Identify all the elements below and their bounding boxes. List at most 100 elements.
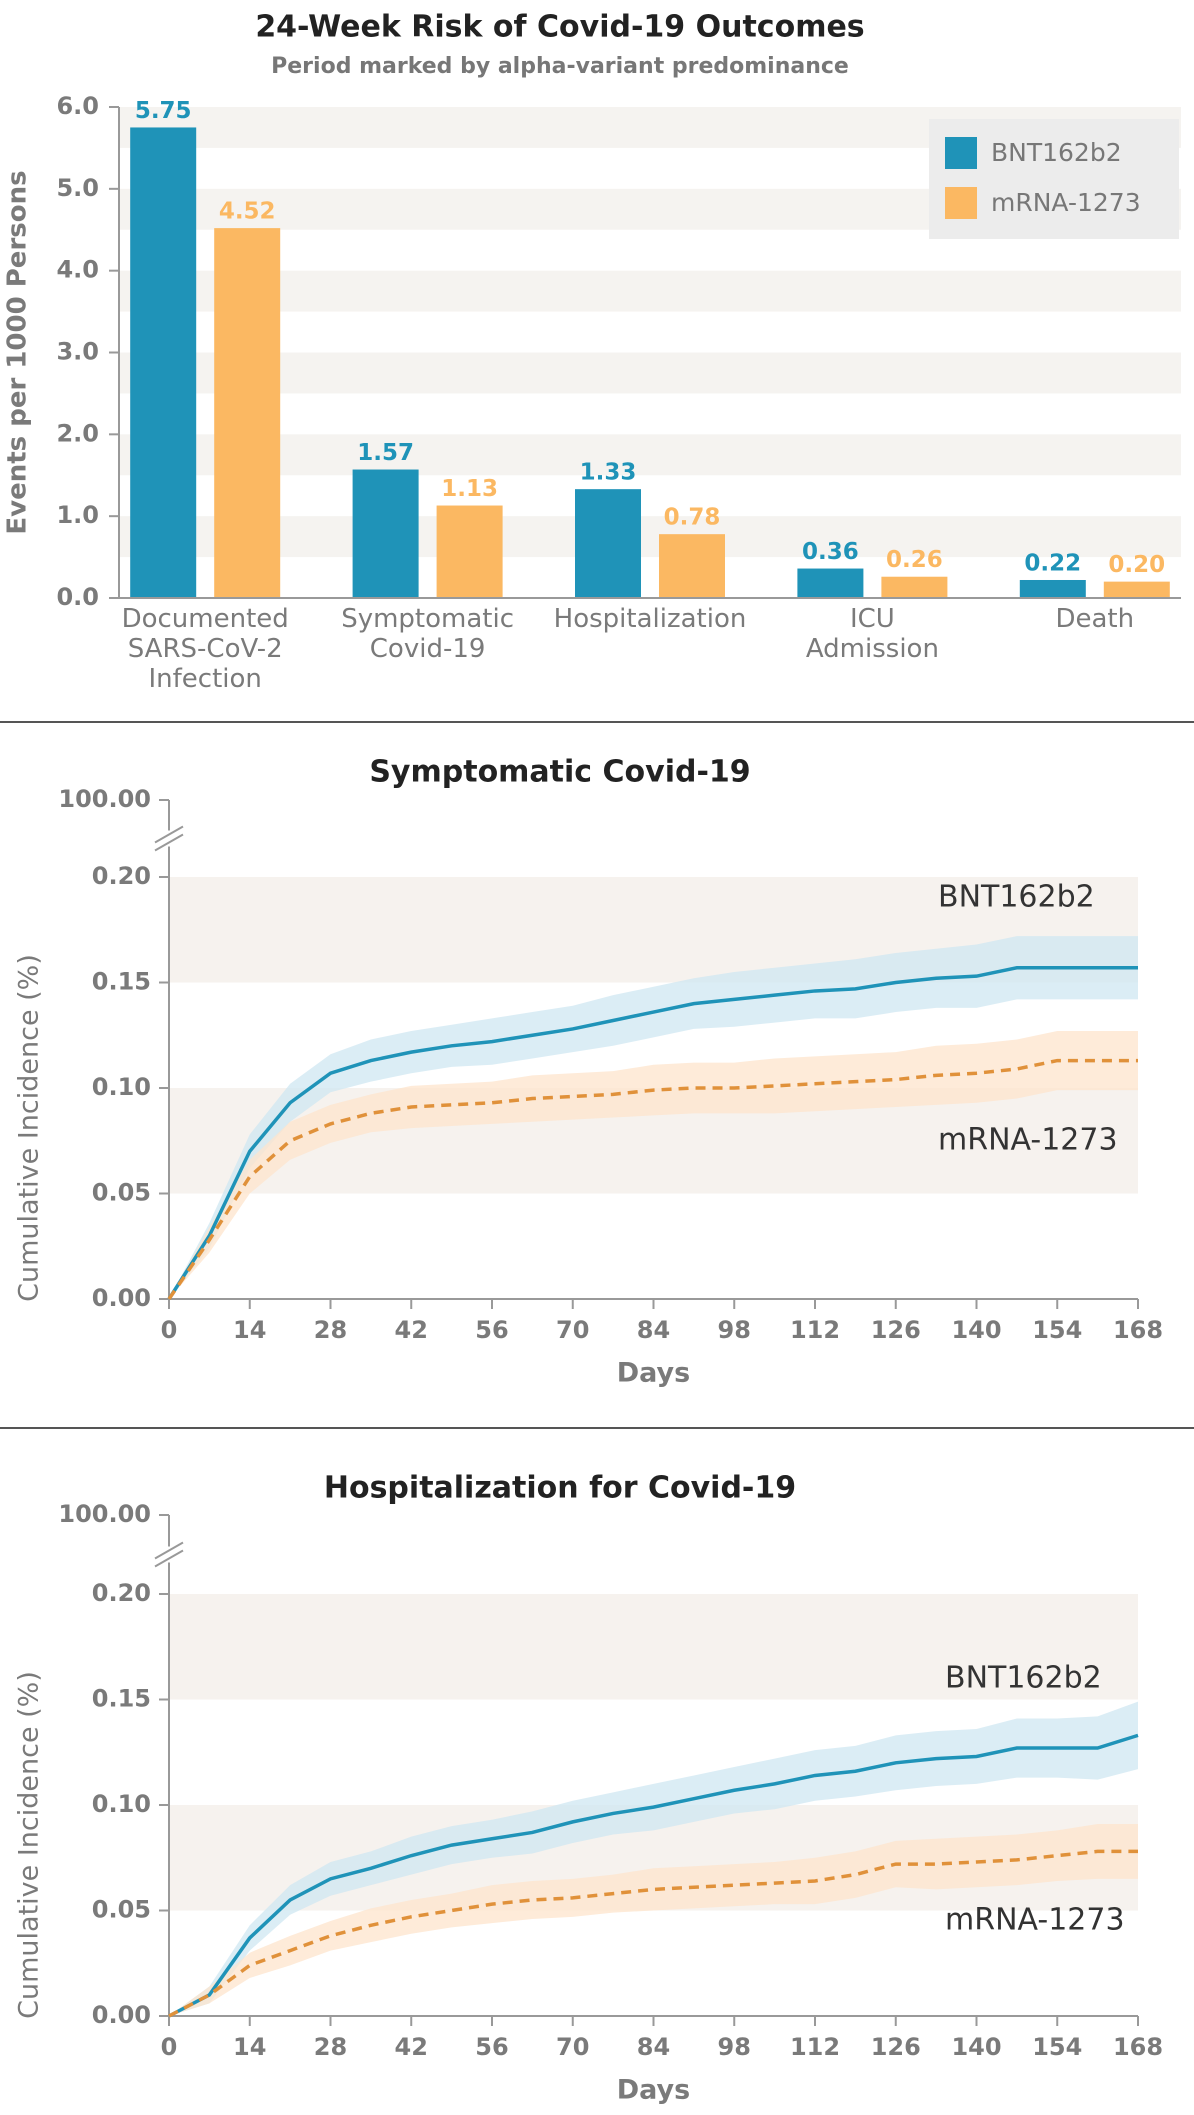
y-tick-label: 0.10	[92, 1073, 151, 1101]
value-label: 0.26	[886, 547, 943, 573]
x-tick-label: 14	[233, 2033, 266, 2061]
y-tick-label: 0.20	[92, 862, 151, 890]
value-label: 0.78	[664, 505, 721, 531]
bar	[214, 228, 281, 598]
x-tick-label: 112	[790, 1316, 840, 1344]
bar	[659, 534, 725, 598]
x-tick-label: 112	[790, 2033, 840, 2061]
x-tick-label: 98	[718, 1316, 751, 1344]
x-tick-label: Death	[1055, 604, 1135, 634]
x-tick-label: 28	[314, 2033, 347, 2061]
x-tick-label: 126	[871, 2033, 921, 2061]
y-tick-label: 100.00	[58, 785, 151, 813]
series-line	[167, 965, 1138, 1300]
y-tick-label: 0.15	[92, 968, 151, 996]
series-line	[168, 1733, 1139, 2018]
x-tick-label: 42	[395, 1316, 428, 1344]
value-label: 0.36	[802, 539, 859, 565]
series-line	[168, 1849, 1138, 2018]
x-axis-label: Days	[617, 1358, 690, 1389]
x-tick-label: 140	[951, 2033, 1001, 2061]
value-label: 4.52	[219, 199, 276, 225]
y-tick-label: 6.0	[56, 92, 99, 120]
bar	[436, 505, 503, 598]
x-tick-label: 84	[637, 1316, 670, 1344]
axis-break	[154, 833, 184, 852]
chart-subtitle: Period marked by alpha-variant predomina…	[271, 54, 849, 79]
grid-band	[119, 434, 1181, 476]
bar	[575, 489, 641, 598]
y-tick-label: 0.00	[92, 1284, 151, 1312]
confidence-band	[169, 1031, 1138, 1299]
chart-title: Symptomatic Covid-19	[369, 755, 750, 790]
x-tick-label: 154	[1032, 1316, 1082, 1344]
bar	[352, 469, 419, 598]
confidence-band	[169, 936, 1138, 1299]
chart-title: Hospitalization for Covid-19	[324, 1471, 796, 1506]
confidence-band	[169, 1701, 1138, 2016]
legend-swatch	[945, 137, 977, 169]
value-label: 0.20	[1108, 552, 1165, 578]
legend-swatch	[945, 187, 977, 219]
grid-band	[119, 516, 1181, 558]
x-tick-label: 0	[161, 2033, 178, 2061]
axis-break	[154, 1549, 184, 1568]
y-tick-label: 4.0	[56, 256, 99, 284]
legend-label: BNT162b2	[991, 138, 1122, 167]
y-tick-label: 2.0	[56, 419, 99, 447]
x-tick-label: 70	[556, 2033, 589, 2061]
value-label: 1.13	[441, 476, 498, 502]
bar	[881, 576, 948, 598]
legend-label: mRNA-1273	[991, 188, 1141, 217]
y-tick-label: 1.0	[56, 501, 99, 529]
series-label: mRNA-1273	[938, 1123, 1118, 1158]
x-tick-label: 56	[475, 2033, 508, 2061]
x-tick-label: 14	[233, 1316, 266, 1344]
grid-band	[119, 270, 1181, 312]
y-tick-label: 0.05	[92, 1896, 151, 1924]
x-tick-label: 98	[718, 2033, 751, 2061]
axis-break	[154, 1541, 184, 1560]
confidence-band	[169, 1823, 1138, 2016]
x-tick-label: 0	[161, 1316, 178, 1344]
x-tick-label: 42	[395, 2033, 428, 2061]
series-label: BNT162b2	[945, 1661, 1102, 1696]
x-tick-label: 70	[556, 1316, 589, 1344]
chart-title: 24-Week Risk of Covid-19 Outcomes	[255, 10, 864, 45]
x-tick-label: Documented SARS-CoV-2 Infection	[121, 604, 289, 694]
x-tick-label: 56	[475, 1316, 508, 1344]
grid-band	[169, 1594, 1138, 1700]
x-tick-label: Symptomatic Covid-19	[341, 604, 514, 664]
x-tick-label: 84	[637, 2033, 670, 2061]
x-tick-label: 140	[951, 1316, 1001, 1344]
y-tick-label: 0.05	[92, 1179, 151, 1207]
grid-band	[119, 352, 1181, 394]
y-tick-label: 0.15	[92, 1685, 151, 1713]
value-label: 0.22	[1024, 550, 1081, 576]
y-axis-label: Events per 1000 Persons	[3, 170, 33, 534]
series-line	[167, 1058, 1138, 1300]
series-label: mRNA-1273	[945, 1903, 1125, 1938]
axis-break	[154, 825, 184, 844]
y-tick-label: 0.0	[56, 583, 99, 611]
bar	[797, 568, 864, 598]
x-axis-label: Days	[617, 2075, 690, 2106]
y-tick-label: 5.0	[56, 174, 99, 202]
series-label: BNT162b2	[938, 880, 1095, 915]
y-axis-label: Cumulative Incidence (%)	[14, 954, 45, 1302]
x-tick-label: 168	[1113, 2033, 1163, 2061]
y-tick-label: 100.00	[58, 1500, 151, 1528]
x-tick-label: Hospitalization	[553, 604, 747, 634]
value-label: 1.33	[580, 460, 637, 486]
bar	[130, 127, 197, 598]
y-tick-label: 3.0	[56, 338, 99, 366]
value-label: 1.57	[357, 440, 414, 466]
x-tick-label: ICU Admission	[805, 604, 939, 664]
bar	[1019, 579, 1086, 598]
x-tick-label: 126	[871, 1316, 921, 1344]
y-tick-label: 0.20	[92, 1579, 151, 1607]
x-tick-label: 168	[1113, 1316, 1163, 1344]
y-tick-label: 0.00	[92, 2001, 151, 2029]
